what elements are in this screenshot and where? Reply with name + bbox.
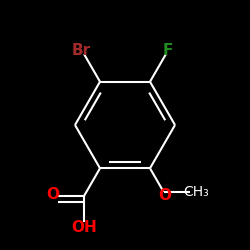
Text: F: F [162, 43, 172, 58]
Text: O: O [158, 188, 171, 203]
Text: Br: Br [71, 43, 90, 58]
Text: CH₃: CH₃ [183, 185, 209, 199]
Text: OH: OH [71, 220, 97, 235]
Text: O: O [46, 187, 59, 202]
